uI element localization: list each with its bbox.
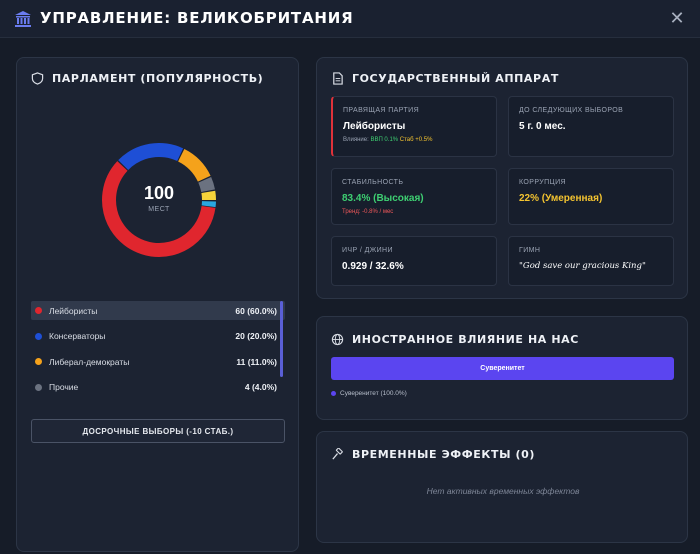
sovereignty-bar: Суверенитет [331,357,674,380]
stability-trend: Тренд: -0.8% / мес [342,209,394,215]
hammer-icon [332,448,343,460]
party-name: Либерал-демократы [49,356,130,367]
corruption-card: КОРРУПЦИЯ 22% (Умеренная) [508,168,674,225]
hdi-value: 0.929 / 32.6% [342,261,404,272]
party-list-scrollbar[interactable] [280,301,283,377]
government-building-icon [15,11,31,27]
close-icon[interactable]: ✕ [669,8,685,28]
stability-card: СТАБИЛЬНОСТЬ 83.4% (Высокая) Тренд: -0.8… [331,168,497,225]
stability-label: СТАБИЛЬНОСТЬ [342,179,404,186]
party-name: Прочие [49,382,79,392]
parliament-donut: 100 МЕСТ [99,140,219,260]
donut-chart [102,143,216,257]
foreign-title: ИНОСТРАННОЕ ВЛИЯНИЕ НА НАС [331,333,579,346]
hdi-label: ИЧР / ДЖИНИ [342,247,393,254]
window-header: УПРАВЛЕНИЕ: ВЕЛИКОБРИТАНИЯ ✕ [0,0,700,38]
seats-total: 100 [143,183,175,203]
hdi-card: ИЧР / ДЖИНИ 0.929 / 32.6% [331,236,497,286]
shield-icon [31,72,44,85]
foreign-legend: Суверенитет (100.0%) [331,390,407,397]
party-seats: 60 (60.0%) [235,305,277,316]
ruling-party-card: ПРАВЯЩАЯ ПАРТИЯ Лейбористы Влияние: ВВП … [331,96,497,157]
anthem-label: ГИМН [519,247,541,254]
next-election-card: ДО СЛЕДУЮЩИХ ВЫБОРОВ 5 г. 0 мес. [508,96,674,157]
next-election-label: ДО СЛЕДУЮЩИХ ВЫБОРОВ [519,107,624,114]
party-seats: 20 (20.0%) [235,331,277,341]
party-seats: 4 (4.0%) [244,382,277,392]
party-row-conservatives[interactable]: Консерваторы 20 (20.0%) [31,327,285,346]
ruling-party-value: Лейбористы [343,121,406,132]
party-color-dot [35,332,42,340]
anthem-value: "God save our gracious King" [519,261,646,271]
donut-segment-conservatives [102,143,216,257]
parliament-title: ПАРЛАМЕНТ (ПОПУЛЯРНОСТЬ) [31,72,263,85]
legend-text: Суверенитет (100.0%) [340,390,407,397]
ruling-party-label: ПРАВЯЩАЯ ПАРТИЯ [343,107,420,114]
corruption-label: КОРРУПЦИЯ [519,179,566,186]
donut-center: 100 МЕСТ [99,140,219,260]
party-name: Консерваторы [49,331,106,341]
state-title: ГОСУДАРСТВЕННЫЙ АППАРАТ [331,72,559,85]
state-apparatus-panel: ГОСУДАРСТВЕННЫЙ АППАРАТ ПРАВЯЩАЯ ПАРТИЯ … [316,57,688,299]
corruption-value: 22% (Умеренная) [519,193,603,204]
party-row-libdem[interactable]: Либерал-демократы 11 (11.0%) [31,352,285,371]
anthem-card: ГИМН "God save our gracious King" [508,236,674,286]
ruling-party-influence: Влияние: ВВП 0.1% Стаб +0.5% [343,137,433,143]
party-name: Лейбористы [49,305,98,316]
next-election-value: 5 г. 0 мес. [519,121,566,132]
party-list: Лейбористы 60 (60.0%) Консерваторы 20 (2… [31,301,285,403]
temporary-effects-panel: ВРЕМЕННЫЕ ЭФФЕКТЫ (0) Нет активных време… [316,431,688,543]
legend-dot [331,391,336,396]
parliament-panel: ПАРЛАМЕНТ (ПОПУЛЯРНОСТЬ) 100 МЕСТ Лейбор… [16,57,299,552]
empty-effects-text: Нет активных временных эффектов [426,486,580,496]
party-color-dot [35,307,42,314]
temp-title: ВРЕМЕННЫЕ ЭФФЕКТЫ (0) [331,448,535,461]
party-seats: 11 (11.0%) [236,356,277,367]
party-row-others[interactable]: Прочие 4 (4.0%) [31,378,285,397]
early-election-button[interactable]: ДОСРОЧНЫЕ ВЫБОРЫ (-10 СТАБ.) [31,419,285,443]
window-title: УПРАВЛЕНИЕ: ВЕЛИКОБРИТАНИЯ [40,9,354,27]
party-color-dot [35,383,42,391]
party-row-labour[interactable]: Лейбористы 60 (60.0%) [31,301,285,320]
document-icon [333,72,343,85]
seats-label: МЕСТ [148,206,170,213]
globe-icon [331,333,344,346]
stability-value: 83.4% (Высокая) [342,193,424,204]
foreign-influence-panel: ИНОСТРАННОЕ ВЛИЯНИЕ НА НАС Суверенитет С… [316,316,688,420]
party-color-dot [35,358,42,365]
